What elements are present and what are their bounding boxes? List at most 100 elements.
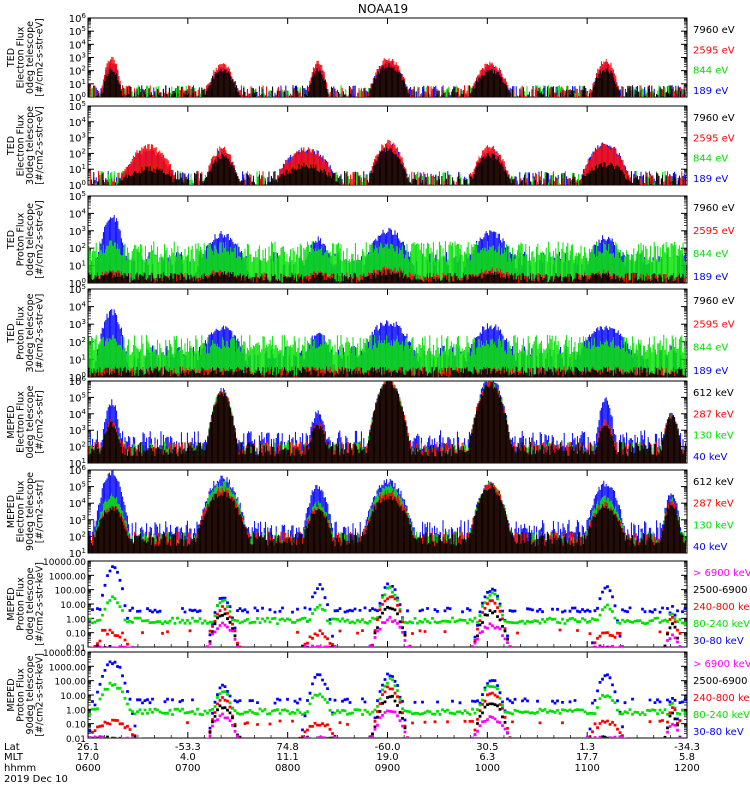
legend-entry: 2595 eV xyxy=(693,133,735,144)
x-tick-value: 5.8 xyxy=(679,752,695,763)
y-axis-label-line: Proton Flux xyxy=(16,306,27,360)
y-tick-label: 10000.00 xyxy=(43,558,86,568)
x-tick-value: 1000 xyxy=(475,763,500,774)
y-tick-label: 106 xyxy=(69,375,87,388)
y-tick-label: 10.00 xyxy=(60,692,86,702)
date-label: 2019 Dec 10 xyxy=(4,774,68,785)
legend-entry: 2595 eV xyxy=(693,45,735,56)
y-tick-label: 1000.00 xyxy=(49,572,86,582)
legend-entry: 7960 eV xyxy=(693,203,735,214)
legend-entry: 844 eV xyxy=(693,154,728,165)
y-axis-label-line: [#/cm2-s-str] xyxy=(35,390,46,453)
y-tick-label: 103 xyxy=(69,132,86,145)
flux-series-612-kev xyxy=(88,483,686,553)
y-tick-label: 102 xyxy=(69,441,86,454)
panel-8: 10000.00 1000.00 100.00 10.00 1.00 0.10 0.01 ME… xyxy=(6,649,750,745)
legend-entry: 40 keV xyxy=(693,542,727,553)
y-axis-label-line: Proton Flux xyxy=(16,212,27,266)
y-axis-label-line: Electron Flux xyxy=(16,480,27,542)
legend-entry: 287 keV xyxy=(693,409,734,420)
y-tick-label: 103 xyxy=(69,225,86,238)
y-tick-label: 105 xyxy=(69,25,86,38)
legend-entry: 844 eV xyxy=(693,66,728,77)
legend-entry: 7960 eV xyxy=(693,113,735,124)
y-tick-label: 103 xyxy=(69,424,86,437)
data-marks xyxy=(88,56,686,97)
x-tick-value: 17.7 xyxy=(576,752,598,763)
y-axis-label-line: [#/cm2-s-str-eV] xyxy=(35,200,46,279)
flux-series-2500-6900 xyxy=(91,605,682,647)
legend-entry: 189 eV xyxy=(693,366,728,377)
y-tick-label: 102 xyxy=(69,530,86,543)
y-tick-label: 10.00 xyxy=(60,601,86,611)
x-tick-value: 1200 xyxy=(674,763,699,774)
y-tick-label: 104 xyxy=(69,207,87,220)
x-tick-value: 19.0 xyxy=(376,752,398,763)
flux-series-7960-ev xyxy=(88,366,686,377)
y-tick-label: 0.10 xyxy=(66,721,86,731)
legend-entry: 844 eV xyxy=(693,249,728,260)
y-tick-label: 101 xyxy=(69,260,86,273)
y-axis-label-line: [#/cm2-s-str-keV] xyxy=(35,562,46,646)
y-tick-label: 104 xyxy=(69,301,87,314)
y-axis-label-line: [#/cm2-s-str] xyxy=(35,480,46,543)
data-marks xyxy=(88,470,686,553)
chart-title: NOAA19 xyxy=(358,2,408,16)
y-tick-label: 1.00 xyxy=(66,706,86,716)
legend-entry: 2595 eV xyxy=(693,319,735,330)
y-tick-label: 104 xyxy=(69,38,87,51)
x-axis-labels: Lat 26.1 -53.3 74.8 -60.0 30.5 1.3 -34.3 MLT 17.0… xyxy=(4,742,700,785)
legend-entry: 30-80 keV xyxy=(693,636,744,647)
y-axis-label-line: [#/cm2-s-str-keV] xyxy=(35,653,46,737)
y-axis-label-line: 0deg telescope xyxy=(25,203,36,276)
data-marks xyxy=(88,215,686,283)
legend-entry: 240-800 keV xyxy=(693,693,750,704)
x-tick-value: 11.1 xyxy=(277,752,299,763)
flux-series-844-ev xyxy=(88,334,686,377)
legend-entry: 240-800 keV xyxy=(693,602,750,613)
y-axis-label-line: Proton Flux xyxy=(16,577,27,631)
legend-entry: 287 keV xyxy=(693,499,734,510)
y-tick-label: 106 xyxy=(69,464,87,477)
legend-entry: 7960 eV xyxy=(693,25,735,36)
y-axis-label-line: TED xyxy=(6,230,17,250)
y-tick-label: 101 xyxy=(69,353,86,366)
y-tick-label: 0.01 xyxy=(66,735,86,745)
y-axis-label-line: Electron Flux xyxy=(16,114,27,176)
flux-series-7960-ev xyxy=(90,147,686,185)
flux-series-7960-ev xyxy=(88,269,686,283)
x-tick-value: 30.5 xyxy=(476,742,498,753)
y-axis-label-line: MEPED xyxy=(6,405,17,438)
data-marks xyxy=(88,381,686,463)
y-axis-label-line: 30deg telescope xyxy=(25,293,36,372)
y-tick-label: 1000.00 xyxy=(49,663,86,673)
y-axis-label-line: 0deg telescope xyxy=(25,567,36,640)
flux-series--6900-kev xyxy=(88,709,682,738)
x-tick-value: 0700 xyxy=(175,763,200,774)
panel-frame xyxy=(87,560,688,648)
x-row-label-lat: Lat xyxy=(4,742,20,753)
legend-entry: 7960 eV xyxy=(693,296,735,307)
y-tick-label: 105 xyxy=(69,481,86,494)
y-axis-label-line: 30deg telescope xyxy=(25,106,36,185)
flux-series-80-240-kev xyxy=(88,585,687,625)
x-row-label-hhmm: hhmm xyxy=(4,763,36,774)
panel-frame xyxy=(87,651,688,739)
flux-series-240-800-kev xyxy=(91,595,682,647)
y-axis-label-line: MEPED xyxy=(6,495,17,528)
y-tick-label: 105 xyxy=(69,283,86,296)
x-tick-value: 4.0 xyxy=(180,752,196,763)
legend-entry: 189 eV xyxy=(693,272,728,283)
x-tick-value: 26.1 xyxy=(77,742,99,753)
legend-entry: > 6900 keV xyxy=(693,659,750,670)
y-axis-label-line: Electron Flux xyxy=(16,391,27,453)
y-axis-label-line: 90deg telescope xyxy=(25,655,36,734)
legend-entry: 80-240 keV xyxy=(693,619,750,630)
